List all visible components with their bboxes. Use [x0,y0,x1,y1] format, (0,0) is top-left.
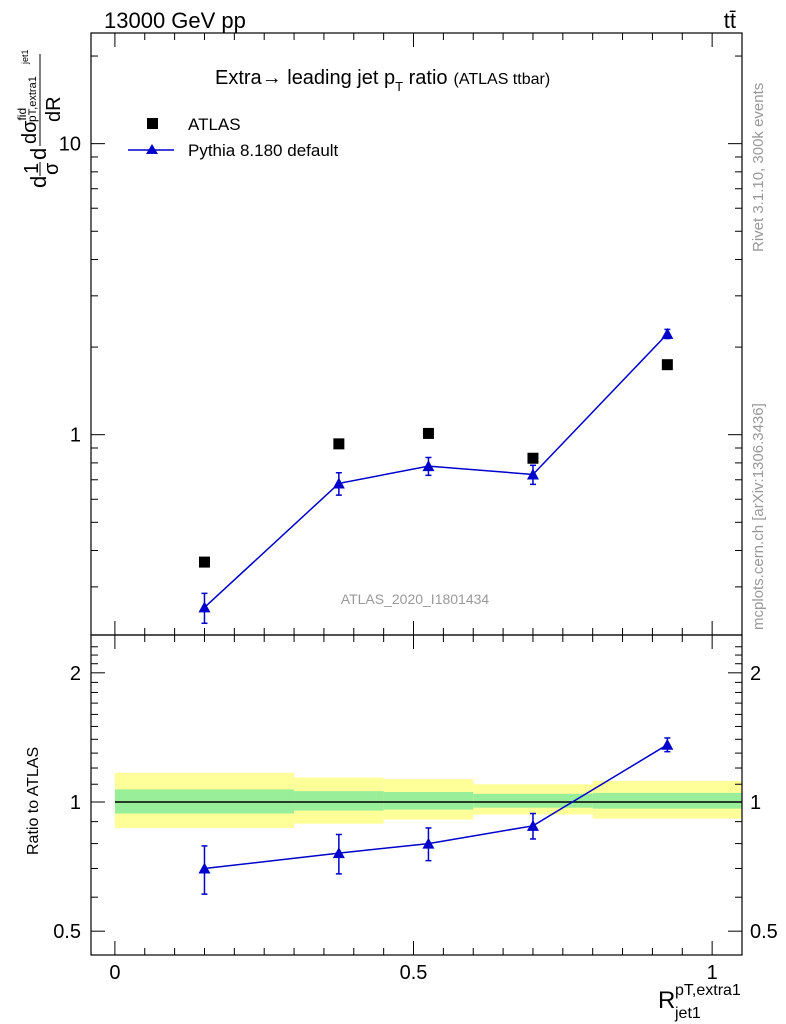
uncertainty-band-green-2 [383,792,474,810]
ratio-data-point [422,837,435,849]
main-y-tick-label-1: 10 [59,134,81,156]
ratio-data-point [661,738,674,750]
ratio-plot-panel: 0 0.5 1 0.5 0.5 1 1 2 2 [53,634,778,984]
pythia-data-point [526,468,539,480]
pythia-data-point [332,477,345,489]
x-tick-label-1: 0.5 [400,962,428,984]
ratio-y-tick-label-left-0: 0.5 [53,921,81,943]
atlas-data-point [422,427,434,439]
ratio-data-point [526,819,539,831]
pythia-data-point [422,460,435,472]
header-left: 13000 GeV pp [104,8,246,33]
svg-text:pT,extra1: pT,extra1 [25,76,39,122]
legend-pythia-marker [146,144,158,154]
main-y-tick-label-0: 1 [70,425,81,447]
legend: ATLAS Pythia 8.180 default [128,115,339,160]
svg-text:1: 1 [21,163,43,174]
atlas-data-point [198,556,210,568]
y-axis-label-main: d 1 σ d dσfid pT,extra1 jet1 dR [15,49,65,188]
ratio-y-tick-label-left-2: 2 [70,663,81,685]
uncertainty-band-green-4 [592,792,742,809]
x-tick-label-2: 1 [707,962,718,984]
svg-text:jet1: jet1 [20,49,30,65]
pythia-line [203,333,668,608]
ratio-y-tick-label-right-0: 0.5 [750,921,778,943]
svg-text:Extra→ leading jet pT ratio(AT: Extra→ leading jet pT ratio (ATLAS ttbar) [215,67,550,94]
y-axis-label-ratio: Ratio to ATLAS [25,747,42,855]
x-axis-label: R pT,extra1 jet1 [658,982,741,1022]
ratio-plot-frame [90,634,743,956]
atlas-data-point [661,359,673,371]
ratio-data-point [198,862,211,874]
mcplots-reference-text: mcplots.cern.ch [arXiv:1306.3436] [750,403,767,630]
legend-atlas-marker [147,118,158,129]
plot-title: Extra→ leading jet pT ratio (ATLAS ttbar) [215,67,550,94]
header-right: tt̄ [724,8,736,33]
title-end: ratio [403,67,447,89]
atlas-data-point [527,452,539,464]
svg-text:d: d [26,148,51,160]
analysis-watermark: ATLAS_2020_I1801434 [341,591,490,607]
x-tick-label-0: 0 [109,962,120,984]
main-plot-panel: 1 10 [59,32,743,636]
svg-text:dR: dR [43,96,65,122]
legend-pythia-label: Pythia 8.180 default [188,141,339,160]
rivet-version-text: Rivet 3.1.10, 300k events [750,83,767,252]
title-arrow: → [262,67,282,89]
pythia-data-point [661,327,674,339]
ratio-y-tick-label-right-1: 1 [750,792,761,814]
title-sub: T [395,79,403,94]
atlas-data-point [333,438,345,450]
svg-text:pT,extra1: pT,extra1 [675,982,741,999]
legend-atlas-label: ATLAS [188,115,241,134]
svg-text:σ: σ [41,162,63,175]
ratio-data-point [332,847,345,859]
ratio-y-tick-label-left-1: 1 [70,792,81,814]
title-mid: leading jet p [282,67,395,89]
svg-text:R: R [658,987,675,1014]
svg-text:dσfid: dσfid [15,108,41,144]
title-small: (ATLAS ttbar) [454,71,551,88]
pythia-data-point [198,601,211,613]
title-main: Extra [215,67,263,89]
svg-text:d: d [26,176,51,188]
ratio-y-tick-label-right-2: 2 [750,663,761,685]
uncertainty-band-green-1 [294,791,384,811]
svg-text:jet1: jet1 [674,1005,701,1022]
uncertainty-band-green-3 [473,793,593,808]
